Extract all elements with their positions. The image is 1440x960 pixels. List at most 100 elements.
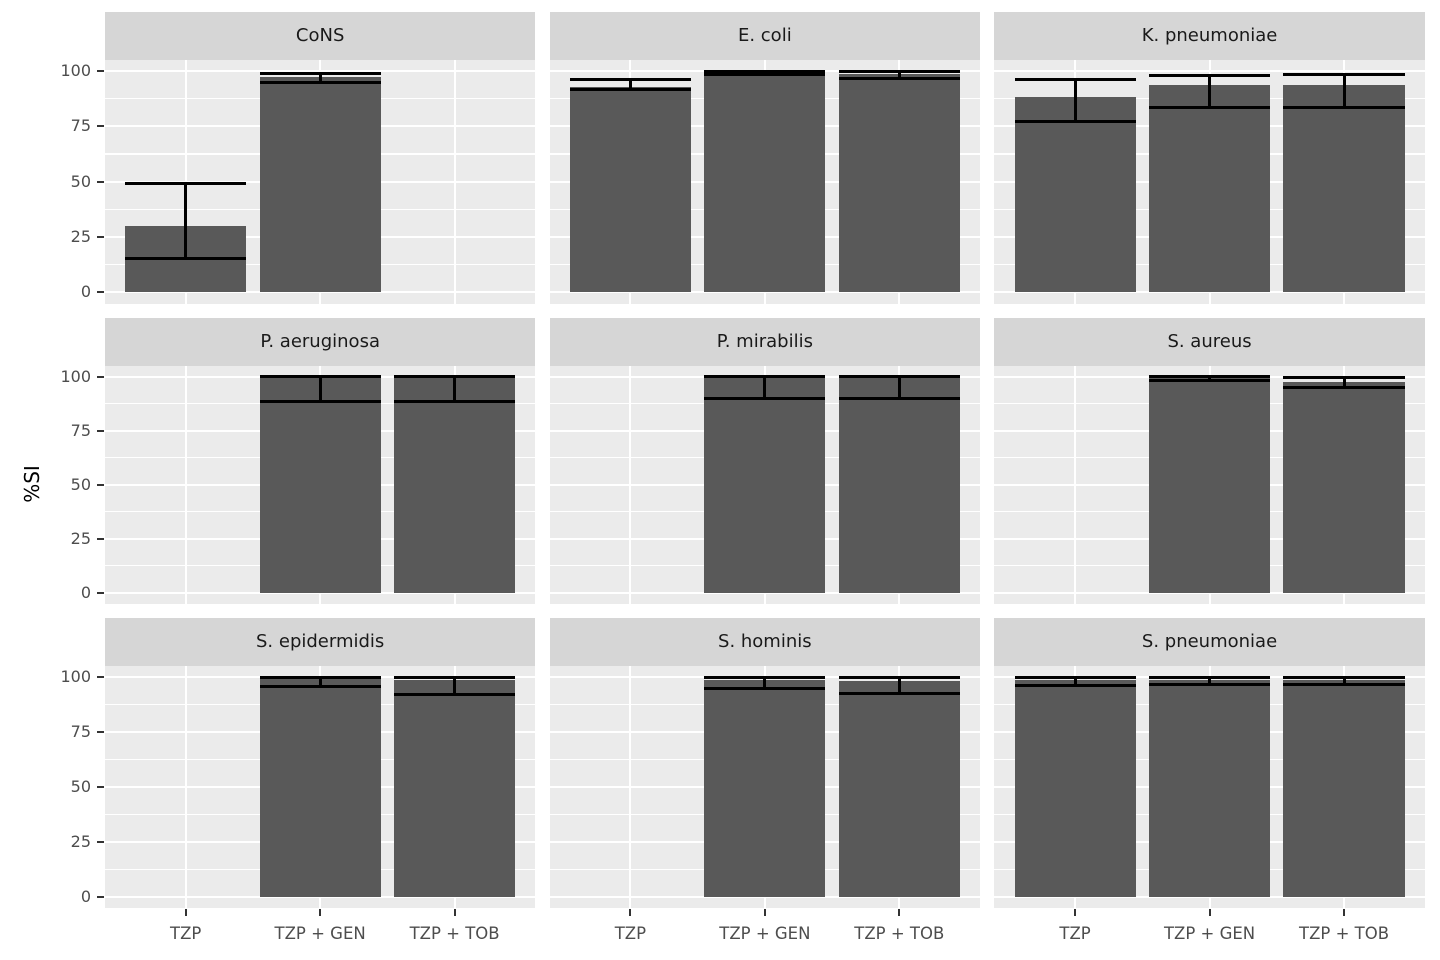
error-bar-cap-upper [1283,675,1405,679]
y-axis-tick-label: 100 [60,61,91,81]
error-bar-line [1208,677,1212,685]
error-bar-cap-lower [1149,378,1271,382]
y-axis-tick-label: 25 [70,528,91,548]
y-axis-tick-mark [97,125,104,128]
error-bar-cap-lower [259,685,381,689]
x-axis-tick-mark [453,908,456,916]
x-axis-tick-label: TZP + GEN [274,923,366,943]
error-bar-cap-lower [838,691,960,695]
facet-panel [994,60,1425,304]
x-axis-tick-label: TZP [1059,923,1091,943]
bar [1283,85,1405,293]
error-bar-cap-upper [1149,375,1271,379]
error-bar-cap-upper [259,72,381,76]
error-bar-cap-lower [394,399,516,403]
error-bar-cap-lower [838,77,960,81]
y-axis-title: %SI [20,465,44,503]
y-axis-tick-label: 0 [80,582,91,602]
x-axis-tick-mark [319,908,322,916]
y-axis-tick-mark [97,785,104,788]
y-axis-tick-label: 100 [60,366,91,386]
y-axis-tick-label: 75 [70,116,91,136]
error-bar-cap-upper [704,675,826,679]
error-bar-line [1208,376,1212,381]
gridline-vertical [453,60,456,304]
error-bar-line [1342,377,1346,388]
error-bar-line [1073,677,1077,686]
facet-panel [549,365,980,604]
y-axis-tick-mark [97,429,104,432]
facet-title: K. pneumoniae [1141,25,1278,46]
x-axis-tick-label: TZP + TOB [854,923,945,943]
gridline-vertical [629,665,632,908]
gridline-vertical [184,665,187,908]
facet-panel [549,60,980,304]
bar [704,72,826,293]
error-bar-cap-upper [704,375,826,378]
error-bar-cap-lower [1014,120,1136,124]
error-bar-cap-lower [259,80,381,84]
facet-panel [994,665,1425,908]
facet-strip: CoNS [105,12,536,60]
x-axis-tick-mark [1208,908,1211,916]
y-axis-tick-label: 50 [70,474,91,494]
x-axis-tick-mark [184,908,187,916]
facet-title: P. aeruginosa [260,330,380,352]
error-bar-line [184,183,188,259]
y-axis-tick-mark [97,675,104,678]
error-bar-cap-upper [1149,73,1271,77]
x-axis-tick-label: TZP [614,923,647,943]
facet-title: P. mirabilis [716,330,813,352]
facet-strip: S. pneumoniae [994,617,1425,666]
error-bar-line [763,376,767,399]
error-bar-cap-upper [1014,675,1136,679]
error-bar-cap-lower [704,687,826,691]
gridline-vertical [184,60,187,304]
x-axis-tick-label: TZP + GEN [1163,923,1256,943]
y-axis-tick-mark [97,70,104,73]
x-axis-tick-mark [763,908,766,916]
bar [838,74,960,293]
error-bar-cap-lower [259,399,381,403]
error-bar-line [318,73,322,83]
error-bar-line [1342,677,1346,685]
y-axis-tick-label: 0 [80,886,91,906]
error-bar-cap-upper [259,375,381,378]
bar [394,376,516,593]
x-axis-tick-mark [1343,908,1346,916]
error-bar-line [318,376,322,402]
y-axis-tick-label: 75 [70,420,91,440]
error-bar-cap-upper [125,182,247,186]
error-bar-cap-upper [838,375,960,378]
bar [1149,85,1271,293]
bar [1014,679,1136,897]
error-bar-line [897,71,901,79]
y-axis-tick-label: 100 [60,666,91,686]
x-axis-tick-mark [1074,908,1077,916]
error-bar-cap-lower [1149,106,1271,110]
facet-strip: S. hominis [549,617,980,666]
error-bar-line [453,376,457,402]
error-bar-line [628,79,632,90]
bar [259,678,381,897]
facet-strip: E. coli [549,12,980,60]
y-axis-tick-mark [97,730,104,733]
error-bar-cap-lower [704,396,826,400]
facet-panel [105,665,536,908]
y-axis-tick-mark [97,236,104,239]
facet-strip: S. epidermidis [105,617,536,666]
facet-strip: P. aeruginosa [105,317,536,366]
facet-strip: K. pneumoniae [994,12,1425,60]
error-bar-cap-lower [1283,106,1405,110]
error-bar-line [318,677,322,687]
y-axis-tick-label: 25 [70,227,91,247]
error-bar-cap-upper [394,375,516,378]
y-axis-tick-mark [97,591,104,594]
y-axis-tick-label: 75 [70,721,91,741]
facet-title: S. hominis [718,630,812,652]
bar [259,376,381,593]
x-axis-tick-label: TZP + TOB [409,923,500,943]
y-axis-tick-mark [97,895,104,898]
error-bar-cap-lower [569,88,691,92]
y-axis-tick-mark [97,483,104,486]
